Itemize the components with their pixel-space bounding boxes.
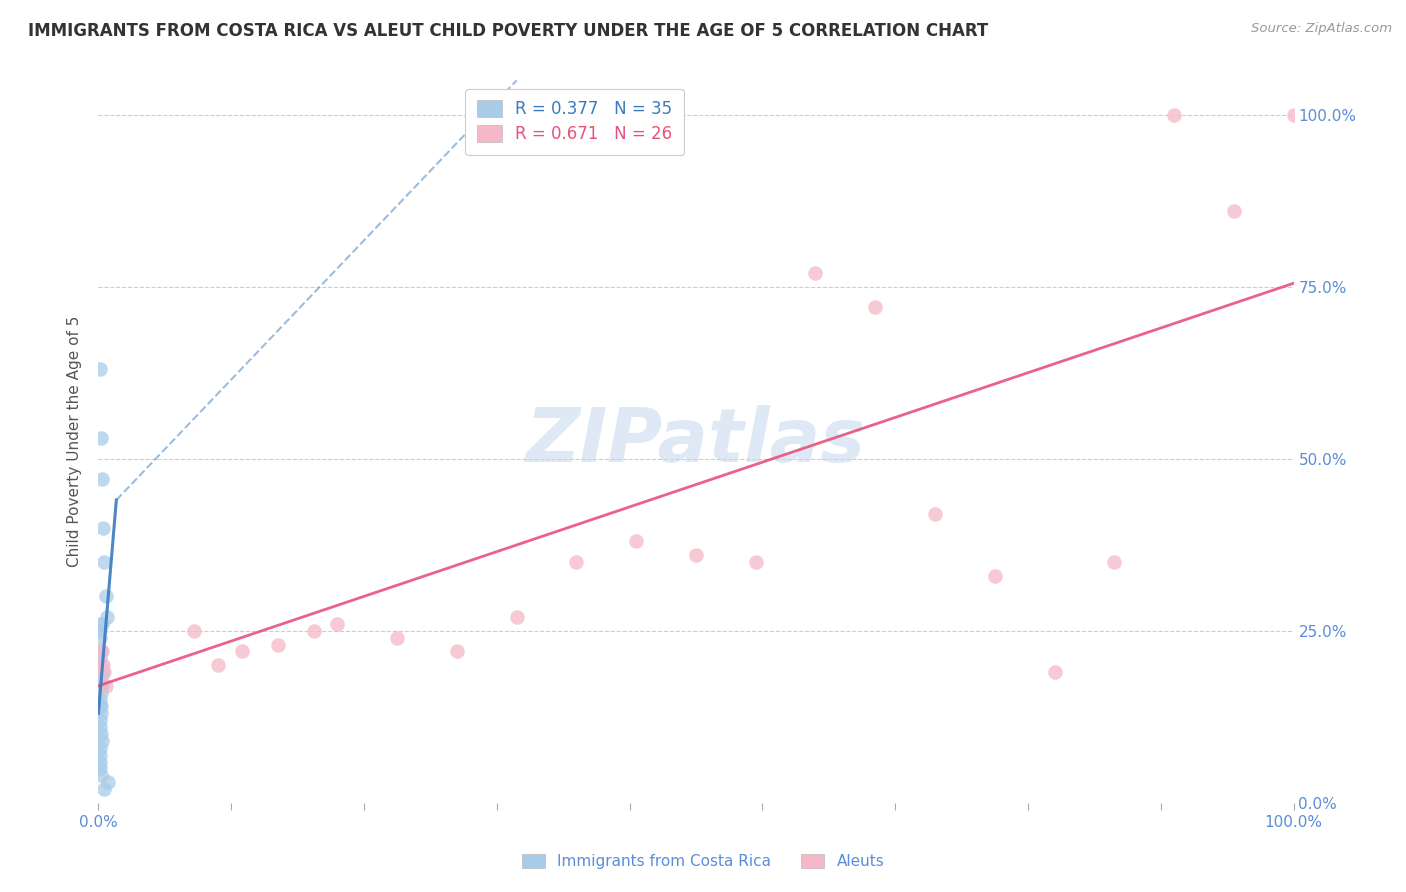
Point — [90, 699, 112, 714]
Point — [89, 761, 111, 775]
Point — [326, 616, 349, 631]
Point — [93, 782, 115, 797]
Point — [865, 301, 887, 315]
Point — [89, 740, 111, 755]
Point — [90, 768, 112, 782]
Point — [267, 638, 290, 652]
Point — [89, 679, 111, 693]
Point — [90, 431, 112, 445]
Point — [385, 631, 409, 645]
Point — [93, 665, 115, 679]
Point — [1104, 555, 1126, 569]
Point — [91, 679, 114, 693]
Point — [89, 755, 111, 769]
Point — [89, 713, 111, 727]
Point — [745, 555, 768, 569]
Point — [90, 706, 112, 721]
Point — [91, 472, 114, 486]
Point — [90, 686, 112, 700]
Point — [1282, 108, 1305, 122]
Point — [626, 534, 648, 549]
Point — [302, 624, 325, 638]
Point — [183, 624, 205, 638]
Point — [924, 507, 946, 521]
Point — [89, 747, 111, 762]
Point — [231, 644, 253, 658]
Point — [506, 610, 529, 624]
Legend: R = 0.377   N = 35, R = 0.671   N = 26: R = 0.377 N = 35, R = 0.671 N = 26 — [465, 88, 685, 155]
Point — [97, 775, 120, 789]
Point — [94, 590, 117, 604]
Point — [89, 699, 111, 714]
Point — [91, 644, 114, 658]
Point — [91, 520, 114, 534]
Point — [565, 555, 588, 569]
Point — [96, 610, 118, 624]
Point — [89, 692, 111, 706]
Point — [984, 568, 1007, 582]
Point — [93, 555, 115, 569]
Point — [89, 631, 111, 645]
Y-axis label: Child Poverty Under the Age of 5: Child Poverty Under the Age of 5 — [67, 316, 83, 567]
Point — [1163, 108, 1185, 122]
Legend: Immigrants from Costa Rica, Aleuts: Immigrants from Costa Rica, Aleuts — [516, 848, 890, 875]
Point — [91, 665, 114, 679]
Point — [446, 644, 468, 658]
Point — [207, 658, 229, 673]
Point — [91, 658, 114, 673]
Point — [90, 672, 112, 686]
Point — [91, 734, 114, 748]
Point — [685, 548, 707, 562]
Point — [1223, 204, 1246, 219]
Point — [90, 727, 112, 741]
Point — [1043, 665, 1066, 679]
Point — [91, 665, 114, 679]
Point — [804, 266, 827, 280]
Point — [90, 658, 112, 673]
Text: ZIPatlas: ZIPatlas — [526, 405, 866, 478]
Point — [89, 362, 111, 376]
Point — [90, 644, 112, 658]
Text: IMMIGRANTS FROM COSTA RICA VS ALEUT CHILD POVERTY UNDER THE AGE OF 5 CORRELATION: IMMIGRANTS FROM COSTA RICA VS ALEUT CHIL… — [28, 22, 988, 40]
Point — [89, 651, 111, 665]
Point — [89, 720, 111, 734]
Text: Source: ZipAtlas.com: Source: ZipAtlas.com — [1251, 22, 1392, 36]
Point — [89, 624, 111, 638]
Point — [94, 679, 117, 693]
Point — [90, 616, 112, 631]
Point — [91, 616, 114, 631]
